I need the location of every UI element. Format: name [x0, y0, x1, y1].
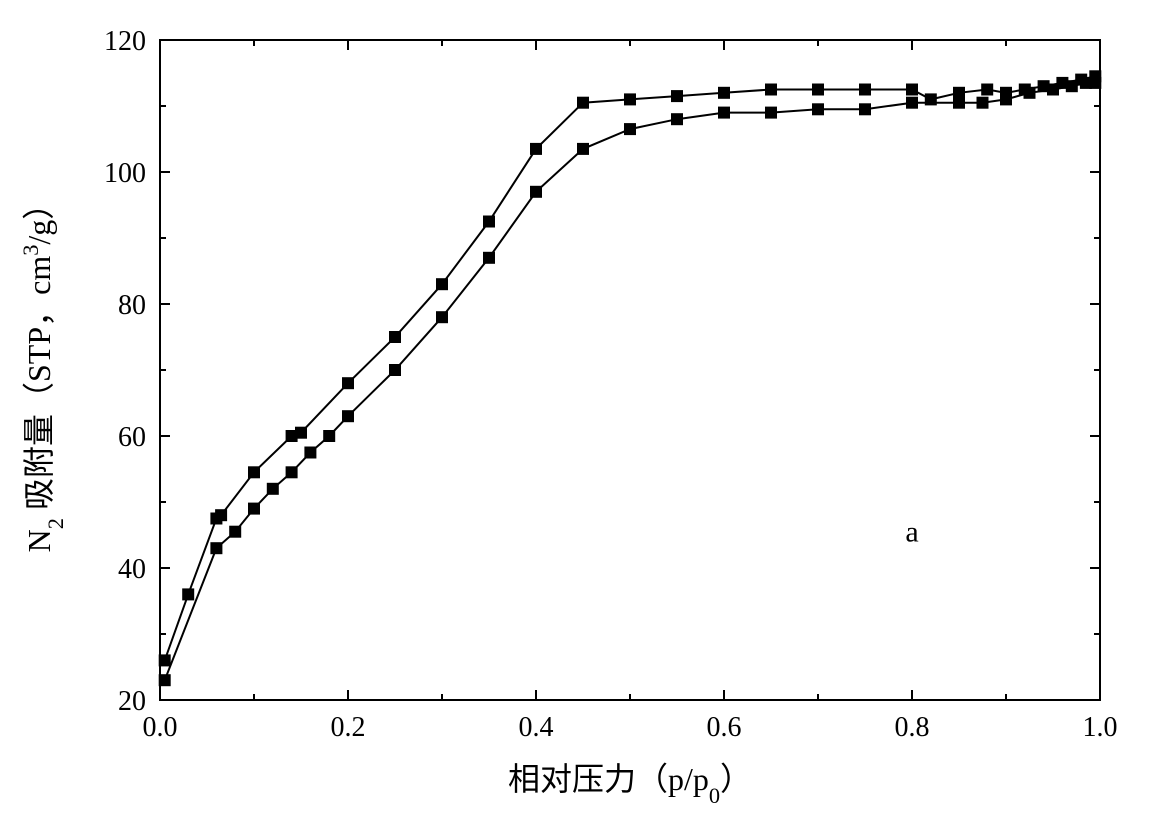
data-marker — [765, 84, 777, 96]
data-marker — [215, 509, 227, 521]
data-marker — [1000, 93, 1012, 105]
data-marker — [981, 84, 993, 96]
data-marker — [483, 216, 495, 228]
data-marker — [436, 311, 448, 323]
data-marker — [295, 427, 307, 439]
data-marker — [577, 97, 589, 109]
data-marker — [389, 364, 401, 376]
y-tick-label: 60 — [118, 422, 146, 453]
data-marker — [671, 90, 683, 102]
data-marker — [1066, 80, 1078, 92]
data-marker — [718, 87, 730, 99]
data-marker — [342, 410, 354, 422]
data-marker — [812, 103, 824, 115]
data-marker — [718, 107, 730, 119]
y-tick-label: 40 — [118, 554, 146, 585]
data-marker — [1024, 87, 1036, 99]
y-tick-label: 120 — [104, 26, 146, 57]
data-marker — [906, 84, 918, 96]
data-marker — [906, 97, 918, 109]
data-marker — [953, 97, 965, 109]
data-marker — [812, 84, 824, 96]
data-marker — [765, 107, 777, 119]
chart-svg: 0.00.20.40.60.81.020406080100120相对压力（p/p… — [0, 0, 1150, 839]
data-marker — [248, 503, 260, 515]
data-marker — [859, 84, 871, 96]
data-marker — [159, 674, 171, 686]
data-marker — [342, 377, 354, 389]
data-marker — [436, 278, 448, 290]
data-marker — [624, 123, 636, 135]
y-tick-label: 80 — [118, 290, 146, 321]
data-marker — [210, 542, 222, 554]
data-marker — [624, 93, 636, 105]
x-tick-label: 0.4 — [519, 712, 554, 743]
data-marker — [267, 483, 279, 495]
data-marker — [530, 186, 542, 198]
data-marker — [159, 654, 171, 666]
data-marker — [323, 430, 335, 442]
data-marker — [304, 447, 316, 459]
data-marker — [248, 466, 260, 478]
data-marker — [577, 143, 589, 155]
y-tick-label: 20 — [118, 686, 146, 717]
data-marker — [1047, 84, 1059, 96]
data-marker — [530, 143, 542, 155]
data-marker — [286, 466, 298, 478]
data-marker — [389, 331, 401, 343]
data-marker — [859, 103, 871, 115]
isotherm-chart: 0.00.20.40.60.81.020406080100120相对压力（p/p… — [0, 0, 1150, 839]
data-marker — [977, 97, 989, 109]
data-marker — [182, 588, 194, 600]
x-tick-label: 0.8 — [895, 712, 930, 743]
y-tick-label: 100 — [104, 158, 146, 189]
x-tick-label: 0.2 — [331, 712, 366, 743]
data-marker — [483, 252, 495, 264]
data-marker — [1089, 77, 1101, 89]
annotation-a: a — [905, 516, 918, 549]
x-tick-label: 0.0 — [143, 712, 178, 743]
data-marker — [671, 113, 683, 125]
x-tick-label: 1.0 — [1083, 712, 1118, 743]
x-tick-label: 0.6 — [707, 712, 742, 743]
data-marker — [229, 526, 241, 538]
